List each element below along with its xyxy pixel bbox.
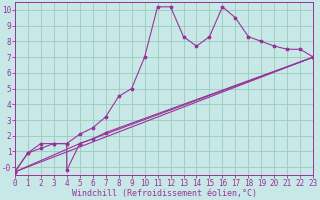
- X-axis label: Windchill (Refroidissement éolien,°C): Windchill (Refroidissement éolien,°C): [72, 189, 257, 198]
